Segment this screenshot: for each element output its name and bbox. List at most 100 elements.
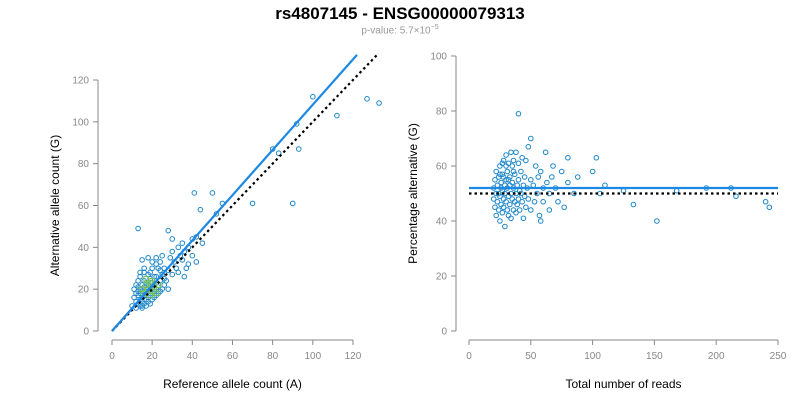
left-x-tick-label: 120 [345, 351, 362, 362]
right-data-point [506, 174, 513, 180]
right-data-point [558, 168, 565, 175]
left-data-point [181, 273, 188, 280]
right-data-point [511, 171, 518, 178]
right-data-point [504, 207, 511, 213]
right-data-point [500, 157, 507, 164]
left-data-point [169, 271, 176, 278]
right-y-tick-label: 0 [441, 327, 447, 338]
left-data-point [295, 146, 302, 152]
right-data-point [536, 212, 543, 219]
left-data-point [165, 227, 172, 234]
right-y-axis-label: Percentage alternative (G) [406, 123, 420, 264]
right-data-point [550, 163, 556, 169]
right-data-point [531, 198, 538, 205]
right-data-point [530, 182, 537, 189]
right-data-point [519, 154, 525, 161]
right-data-point [500, 174, 507, 180]
right-data-point [503, 163, 509, 169]
right-data-point [521, 174, 528, 180]
left-data-point [157, 267, 163, 274]
right-data-point [523, 157, 529, 164]
right-data-point [508, 149, 514, 156]
right-data-point [540, 198, 546, 205]
right-data-point [574, 174, 581, 180]
right-data-point [673, 187, 680, 194]
right-data-point [499, 171, 506, 178]
left-data-point [149, 259, 155, 265]
left-data-point [153, 273, 159, 280]
right-data-point [516, 207, 523, 213]
right-data-point [510, 157, 517, 164]
left-data-point [209, 190, 216, 196]
right-data-point [515, 160, 522, 167]
right-x-tick-label: 50 [525, 351, 537, 362]
right-data-point [514, 182, 521, 189]
left-x-tick-label: 80 [267, 351, 279, 362]
right-data-point [518, 168, 524, 175]
right-data-point [499, 160, 506, 167]
left-x-tick-label: 60 [227, 351, 239, 362]
right-data-point [515, 110, 522, 117]
left-data-point [135, 225, 141, 232]
left-data-point [199, 240, 206, 246]
right-data-point [565, 179, 571, 186]
right-y-tick-label: 20 [436, 272, 448, 283]
right-x-axis-label: Total number of reads [565, 377, 681, 391]
left-data-point [179, 257, 186, 263]
right-x-tick-label: 0 [466, 351, 472, 362]
left-data-point [145, 254, 151, 261]
right-data-point [510, 168, 517, 175]
right-data-point [506, 201, 513, 208]
left-data-point [193, 259, 200, 265]
left-data-point [147, 269, 153, 276]
right-data-point [537, 218, 544, 224]
left-data-point [189, 252, 196, 259]
left-x-tick-label: 40 [187, 351, 199, 362]
left-highlight-point [143, 275, 149, 282]
left-highlight-point [153, 290, 159, 297]
right-data-point [502, 223, 508, 230]
right-data-point [528, 207, 534, 213]
right-data-point [515, 176, 522, 183]
right-data-point [762, 198, 769, 205]
right-data-point [508, 215, 514, 222]
left-data-point [310, 93, 316, 100]
left-y-axis-label: Alternative allele count (G) [48, 135, 62, 276]
left-data-point [249, 200, 256, 207]
left-x-tick-label: 0 [109, 351, 115, 362]
right-data-point [495, 190, 502, 197]
right-x-tick-label: 150 [646, 351, 663, 362]
right-data-point [589, 168, 596, 175]
right-data-point [620, 187, 627, 194]
right-data-point [546, 207, 553, 213]
left-x-tick-label: 20 [147, 351, 159, 362]
right-x-tick-label: 100 [584, 351, 601, 362]
left-data-point [364, 96, 370, 102]
right-x-tick-label: 250 [770, 351, 787, 362]
right-data-point [519, 198, 525, 205]
left-data-point [159, 252, 165, 259]
pvalue-exponent: −5 [430, 24, 439, 31]
right-data-point [523, 204, 529, 211]
right-data-point [525, 196, 532, 202]
right-data-point [561, 204, 567, 211]
left-data-point [167, 254, 174, 261]
right-y-tick-label: 60 [436, 162, 448, 173]
left-data-point [213, 211, 220, 217]
left-data-point [165, 286, 172, 292]
right-data-point [498, 179, 504, 186]
left-data-point [137, 269, 143, 276]
left-data-point [175, 269, 182, 276]
right-data-point [544, 179, 550, 186]
left-data-point [153, 254, 159, 261]
right-data-point [525, 143, 532, 150]
chart-subtitle: p-value: 5.7×10−5 [0, 24, 800, 36]
left-data-point [157, 259, 163, 265]
left-fit-line [111, 54, 358, 332]
left-data-point [139, 257, 145, 263]
right-data-point [654, 218, 660, 224]
left-data-point [191, 190, 198, 196]
left-y-tick-label: 40 [78, 243, 90, 254]
right-data-point [513, 149, 519, 156]
